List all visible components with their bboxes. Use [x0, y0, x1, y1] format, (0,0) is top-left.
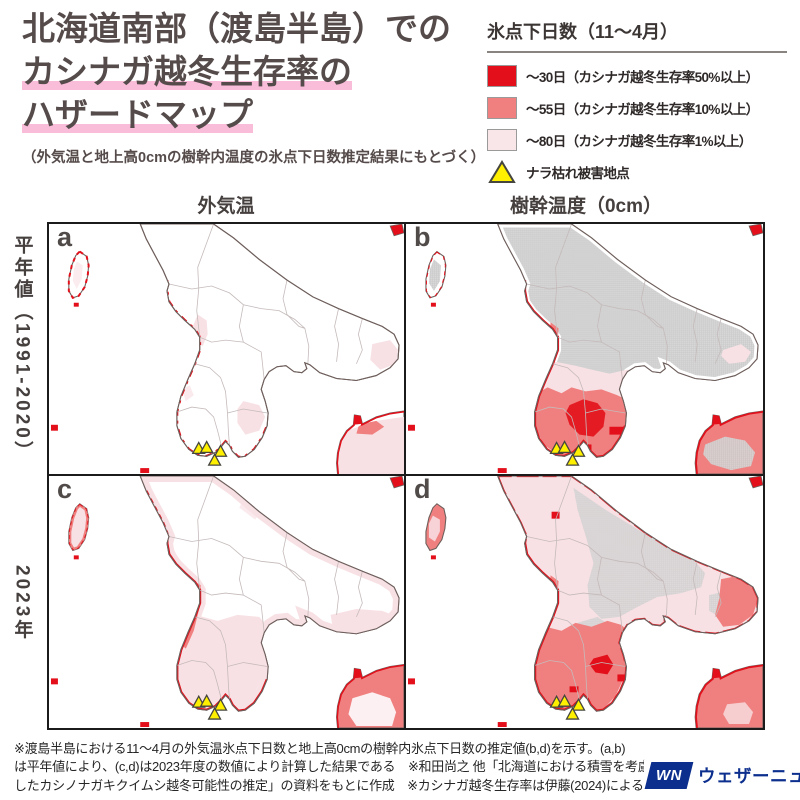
- title-line-3: ハザードマップ: [22, 95, 253, 133]
- title-block: 北海道南部（渡島半島）での カシナガ越冬生存率の ハザードマップ （外気温と地上…: [22, 8, 492, 167]
- legend-item-30days: ～30日（カシナガ越冬生存率50%以上）: [487, 64, 787, 87]
- wn-logo-icon: WN: [644, 762, 694, 789]
- legend-label: ～55日（カシナガ越冬生存率10%以上）: [526, 101, 759, 117]
- map-d-svg: [407, 476, 763, 728]
- map-panel-a: a: [49, 224, 406, 476]
- logo-name: ウェザーニュース: [698, 766, 800, 786]
- title-line-1: 北海道南部（渡島半島）での: [22, 10, 451, 47]
- legend-swatch-salmon: [487, 96, 517, 119]
- footnote-line-2: は平年値により、(c,d)は2023年度の数値により計算した結果である ※和田尚…: [14, 759, 651, 775]
- weathernews-logo: WN ウェザーニュース: [644, 760, 800, 791]
- subtitle: （外気温と地上高0cmの樹幹内温度の氷点下日数推定結果にもとづく）: [22, 149, 486, 166]
- column-header-trunk-temp: 樹幹温度（0cm）: [509, 196, 663, 217]
- legend-swatch-palepink: [487, 128, 517, 151]
- row-header-2023: 2023年: [11, 564, 33, 642]
- legend: 氷点下日数（11～4月） ～30日（カシナガ越冬生存率50%以上） ～55日（カ…: [487, 18, 787, 192]
- map-grid: a: [47, 222, 765, 730]
- yellow-triangle-icon: [487, 159, 517, 184]
- row-header-normal-years: 平年値（1991-2020）: [11, 235, 33, 463]
- legend-swatch-red: [487, 64, 517, 87]
- map-b-svg: [407, 224, 763, 474]
- panel-letter-b: b: [414, 224, 431, 252]
- map-a-svg: [50, 224, 404, 474]
- legend-title: 氷点下日数（11～4月）: [487, 18, 787, 53]
- column-header-air-temp: 外気温: [197, 196, 255, 217]
- footnote: ※渡島半島における11～4月の外気温氷点下日数と地上高0cmの樹幹内氷点下日数の…: [14, 740, 651, 795]
- footnote-line-1: ※渡島半島における11～4月の外気温氷点下日数と地上高0cmの樹幹内氷点下日数の…: [14, 741, 626, 756]
- panel-letter-d: d: [414, 476, 431, 504]
- legend-label: ～30日（カシナガ越冬生存率50%以上）: [526, 69, 759, 85]
- legend-label: ～80日（カシナガ越冬生存率1%以上）: [526, 133, 752, 149]
- legend-item-80days: ～80日（カシナガ越冬生存率1%以上）: [487, 128, 787, 151]
- title-line-2: カシナガ越冬生存率の: [22, 52, 352, 90]
- map-panel-b: b: [406, 224, 763, 476]
- page-title: 北海道南部（渡島半島）での カシナガ越冬生存率の ハザードマップ: [22, 8, 492, 137]
- legend-item-55days: ～55日（カシナガ越冬生存率10%以上）: [487, 96, 787, 119]
- footnote-line-3: したカシノナガキクイムシ越冬可能性の推定」の資料をもとに作成 ※カシナガ越冬生存…: [14, 777, 644, 793]
- map-panel-d: d: [406, 476, 763, 728]
- panel-letter-a: a: [57, 224, 73, 252]
- legend-label: ナラ枯れ被害地点: [526, 165, 630, 181]
- map-c-svg: [50, 476, 404, 728]
- map-panel-c: c: [49, 476, 406, 728]
- panel-letter-c: c: [57, 476, 73, 504]
- legend-item-damage-site: ナラ枯れ被害地点: [487, 159, 787, 184]
